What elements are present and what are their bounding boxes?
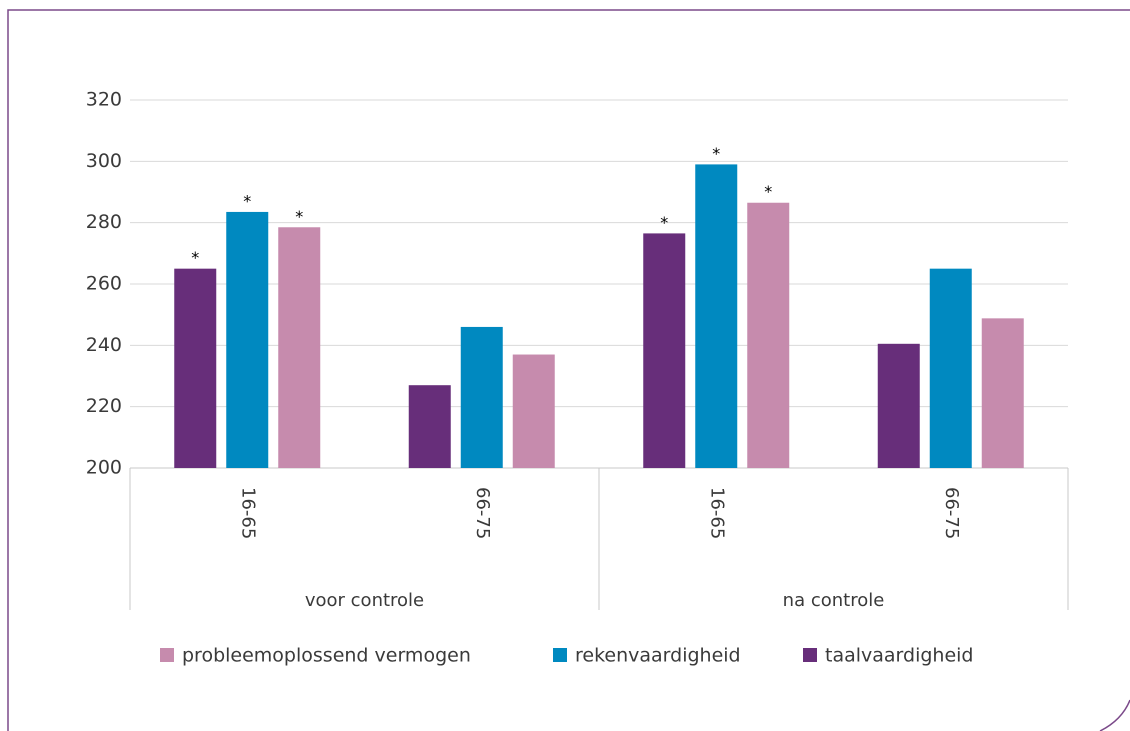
frame bbox=[7, 9, 1130, 731]
significance-label: * bbox=[295, 207, 303, 226]
bar bbox=[512, 354, 555, 468]
significance-label: * bbox=[243, 191, 251, 210]
legend-label: rekenvaardigheid bbox=[575, 645, 741, 667]
significance-label: * bbox=[712, 144, 720, 163]
y-tick-label: 260 bbox=[86, 273, 122, 295]
bar bbox=[981, 318, 1024, 468]
bar bbox=[174, 268, 217, 468]
x-tick-label: 66-75 bbox=[941, 487, 962, 539]
group-label: voor controle bbox=[305, 590, 424, 611]
bar bbox=[226, 211, 269, 468]
y-tick-label: 320 bbox=[86, 89, 122, 111]
significance-label: * bbox=[764, 182, 772, 201]
bar bbox=[643, 233, 686, 468]
legend-swatch bbox=[803, 648, 817, 662]
legend-label: taalvaardigheid bbox=[825, 645, 974, 667]
y-tick-label: 200 bbox=[86, 457, 122, 479]
x-tick-label: 16-65 bbox=[237, 487, 258, 539]
x-tick-label: 16-65 bbox=[706, 487, 727, 539]
group-label: na controle bbox=[783, 590, 885, 611]
legend-label: probleemoplossend vermogen bbox=[182, 645, 471, 667]
significance-label: * bbox=[660, 213, 668, 232]
y-tick-label: 220 bbox=[86, 395, 122, 417]
y-tick-label: 300 bbox=[86, 150, 122, 172]
significance-label: * bbox=[191, 248, 199, 267]
bar bbox=[408, 385, 451, 468]
y-tick-label: 280 bbox=[86, 211, 122, 233]
y-tick-label: 240 bbox=[86, 334, 122, 356]
x-tick-label: 66-75 bbox=[472, 487, 493, 539]
bar bbox=[695, 164, 738, 468]
legend-swatch bbox=[160, 648, 174, 662]
bar bbox=[877, 343, 920, 468]
bar bbox=[460, 326, 503, 468]
frame-corner bbox=[1099, 699, 1130, 731]
bar bbox=[747, 202, 790, 468]
bar bbox=[929, 268, 972, 468]
legend-swatch bbox=[553, 648, 567, 662]
bar bbox=[278, 227, 321, 468]
